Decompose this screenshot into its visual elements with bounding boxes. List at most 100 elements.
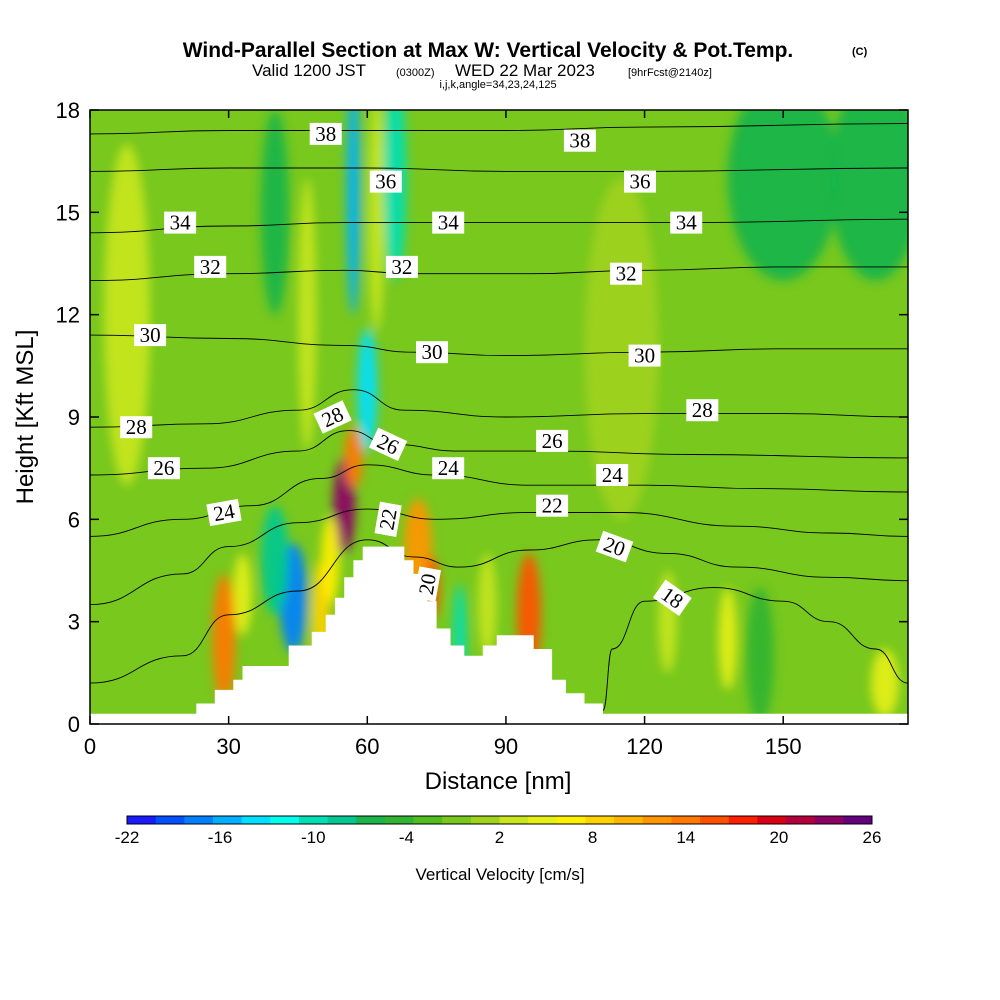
- colorbar-swatch: [700, 816, 730, 824]
- svg-text:20: 20: [414, 572, 441, 597]
- x-tick-label: 90: [494, 734, 518, 759]
- isentrope-22: [90, 508, 908, 606]
- potential-temperature-contours: [90, 123, 908, 711]
- colorbar-swatch: [814, 816, 844, 824]
- velocity-cell: [321, 516, 340, 605]
- contour-label: 38: [563, 129, 596, 153]
- copyright-mark: (C): [852, 46, 868, 58]
- isentrope-20: [90, 539, 908, 684]
- velocity-cell: [233, 553, 252, 636]
- y-tick-label: 6: [68, 507, 80, 532]
- colorbar-swatch: [155, 816, 185, 824]
- colorbar-swatch: [671, 816, 701, 824]
- velocity-cell: [746, 587, 774, 724]
- svg-text:36: 36: [630, 170, 651, 194]
- contour-label: 34: [670, 211, 703, 235]
- velocity-cell: [357, 328, 378, 452]
- y-tick-label: 0: [68, 712, 80, 737]
- svg-text:32: 32: [616, 262, 637, 286]
- velocity-cell: [261, 110, 289, 315]
- y-tick-label: 3: [68, 610, 80, 635]
- x-tick-label: 30: [216, 734, 240, 759]
- svg-text:22: 22: [374, 507, 401, 532]
- velocity-cell: [829, 110, 908, 281]
- velocity-cell: [212, 573, 236, 704]
- velocity-cell: [871, 649, 899, 718]
- svg-text:22: 22: [542, 494, 563, 518]
- colorbar-swatch: [413, 816, 443, 824]
- velocity-cell: [727, 110, 839, 281]
- svg-text:24: 24: [602, 463, 624, 487]
- colorbar-swatch: [499, 816, 529, 824]
- contour-label: 34: [164, 211, 197, 235]
- colorbar: [126, 815, 873, 825]
- isentrope-32: [90, 266, 908, 282]
- forecast-info: [9hrFcst@2140z]: [628, 67, 712, 79]
- colorbar-swatch: [442, 816, 472, 824]
- y-tick-label: 12: [56, 303, 80, 328]
- isentrope-30: [90, 334, 908, 357]
- valid-utc: (0300Z): [396, 67, 435, 79]
- contour-label: 32: [385, 255, 418, 279]
- contour-label: 32: [610, 262, 643, 286]
- terrain: [90, 546, 908, 724]
- svg-text:24: 24: [212, 499, 237, 526]
- colorbar-frame: [126, 815, 873, 825]
- contour-label: 30: [134, 323, 167, 347]
- colorbar-swatch: [470, 816, 500, 824]
- valid-prefix: Valid 1200 JST: [252, 61, 366, 80]
- colorbar-swatch: [786, 816, 816, 824]
- contour-label: 30: [628, 344, 661, 368]
- velocity-cell: [718, 587, 737, 690]
- velocity-cell: [344, 427, 363, 489]
- svg-text:38: 38: [315, 122, 336, 146]
- contour-label: 24: [206, 499, 242, 526]
- svg-text:34: 34: [676, 211, 698, 235]
- isentrope-38: [90, 123, 908, 135]
- contour-label: 20: [414, 566, 441, 602]
- svg-text:30: 30: [422, 340, 443, 364]
- chart-title: Wind-Parallel Section at Max W: Vertical…: [183, 39, 794, 62]
- y-tick-label: 9: [68, 405, 80, 430]
- colorbar-tick-label: 26: [863, 828, 882, 847]
- colorbar-ticks: -22 -16 -10 -4 2 8 14 20 26: [115, 828, 882, 847]
- contour-label: 32: [194, 255, 227, 279]
- contour-label: 28: [686, 398, 719, 422]
- x-tick-label: 150: [765, 734, 802, 759]
- svg-text:34: 34: [170, 211, 192, 235]
- velocity-cell: [103, 144, 151, 486]
- svg-text:34: 34: [438, 211, 460, 235]
- x-tick-label: 0: [84, 734, 96, 759]
- svg-text:30: 30: [140, 323, 161, 347]
- velocity-cell: [368, 110, 385, 332]
- svg-text:28: 28: [692, 398, 713, 422]
- colorbar-swatch: [843, 816, 873, 824]
- x-axis-label: Distance [nm]: [425, 768, 572, 795]
- contour-label: 26: [536, 429, 569, 453]
- contour-label: 24: [432, 456, 465, 480]
- svg-text:32: 32: [391, 255, 412, 279]
- svg-text:32: 32: [200, 255, 221, 279]
- contour-label: 38: [309, 122, 342, 146]
- y-tick-label: 18: [56, 98, 80, 123]
- colorbar-tick-label: -22: [115, 828, 140, 847]
- velocity-cell: [478, 553, 497, 656]
- colorbar-swatch: [642, 816, 672, 824]
- isentrope-26: [90, 430, 908, 476]
- contour-label: 26: [147, 456, 180, 480]
- svg-text:38: 38: [569, 129, 590, 153]
- colorbar-swatch: [184, 816, 214, 824]
- contour-label: 22: [536, 494, 569, 518]
- colorbar-tick-label: 14: [676, 828, 695, 847]
- colorbar-tick-label: -16: [208, 828, 233, 847]
- colorbar-swatch: [528, 816, 558, 824]
- contour-label: 34: [432, 211, 465, 235]
- contour-label: 36: [369, 170, 402, 194]
- contour-label: 36: [624, 170, 656, 194]
- valid-time-line: Valid 1200 JST (0300Z) WED 22 Mar 2023 […: [252, 61, 712, 80]
- x-tick-label: 120: [626, 734, 663, 759]
- colorbar-swatch: [757, 816, 787, 824]
- isentrope-28: [90, 389, 908, 428]
